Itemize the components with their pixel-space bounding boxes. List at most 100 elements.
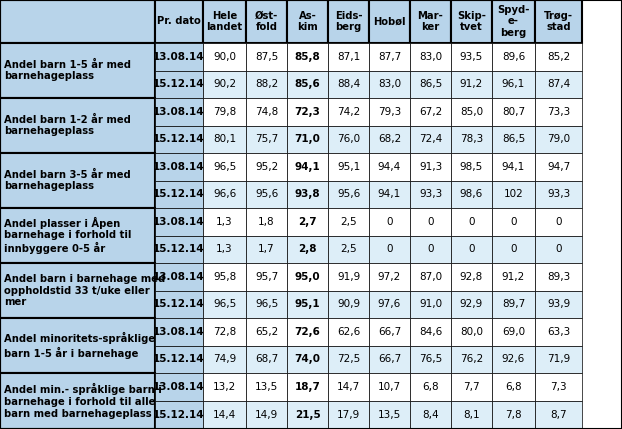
Bar: [246, 345, 287, 373]
Text: 97,6: 97,6: [378, 299, 401, 309]
Text: 74,9: 74,9: [213, 354, 236, 364]
Text: 88,2: 88,2: [255, 79, 278, 89]
Text: 91,3: 91,3: [419, 162, 442, 172]
Bar: [287, 208, 328, 236]
Text: Andel barn 1-5 år med
barnehageplass: Andel barn 1-5 år med barnehageplass: [4, 60, 131, 82]
Bar: [328, 126, 369, 153]
Text: 93,9: 93,9: [547, 299, 570, 309]
Bar: [287, 181, 328, 208]
Bar: [287, 0, 328, 43]
Text: 72,5: 72,5: [337, 354, 360, 364]
Text: 95,1: 95,1: [337, 162, 360, 172]
Bar: [535, 263, 582, 290]
Text: 13.08.14: 13.08.14: [153, 217, 205, 227]
Bar: [246, 153, 287, 181]
Text: 75,7: 75,7: [255, 134, 278, 144]
Bar: [155, 208, 203, 236]
Bar: [246, 70, 287, 98]
Bar: [287, 290, 328, 318]
Text: 66,7: 66,7: [378, 327, 401, 337]
Text: 74,2: 74,2: [337, 107, 360, 117]
Bar: [535, 318, 582, 345]
Bar: [535, 153, 582, 181]
Bar: [246, 373, 287, 401]
Text: 92,8: 92,8: [460, 272, 483, 282]
Text: 0: 0: [555, 244, 562, 254]
Bar: [410, 98, 451, 126]
Text: 0: 0: [427, 244, 434, 254]
Text: 91,2: 91,2: [502, 272, 525, 282]
Text: 15.12.14: 15.12.14: [153, 299, 205, 309]
Text: 87,7: 87,7: [378, 52, 401, 62]
Bar: [369, 208, 410, 236]
Text: As-
kim: As- kim: [297, 11, 318, 32]
Text: Hobøl: Hobøl: [373, 16, 406, 27]
Bar: [155, 70, 203, 98]
Bar: [328, 181, 369, 208]
Bar: [287, 126, 328, 153]
Bar: [451, 318, 492, 345]
Text: 85,6: 85,6: [295, 79, 320, 89]
Bar: [246, 236, 287, 263]
Bar: [492, 401, 535, 429]
Bar: [203, 345, 246, 373]
Bar: [203, 126, 246, 153]
Text: 94,1: 94,1: [502, 162, 525, 172]
Text: 76,5: 76,5: [419, 354, 442, 364]
Bar: [492, 0, 535, 43]
Bar: [155, 263, 203, 290]
Bar: [451, 98, 492, 126]
Text: 7,8: 7,8: [505, 410, 522, 420]
Text: 95,6: 95,6: [255, 189, 278, 199]
Text: 0: 0: [386, 217, 392, 227]
Text: 6,8: 6,8: [422, 382, 439, 392]
Text: 65,2: 65,2: [255, 327, 278, 337]
Bar: [203, 0, 246, 43]
Text: 2,8: 2,8: [299, 244, 317, 254]
Text: 15.12.14: 15.12.14: [153, 79, 205, 89]
Bar: [492, 181, 535, 208]
Bar: [203, 43, 246, 70]
Bar: [451, 208, 492, 236]
Text: 89,6: 89,6: [502, 52, 525, 62]
Text: 87,0: 87,0: [419, 272, 442, 282]
Text: 13.08.14: 13.08.14: [153, 107, 205, 117]
Bar: [155, 236, 203, 263]
Bar: [451, 181, 492, 208]
Text: 0: 0: [468, 217, 475, 227]
Text: 15.12.14: 15.12.14: [153, 354, 205, 364]
Bar: [410, 401, 451, 429]
Text: 68,7: 68,7: [255, 354, 278, 364]
Text: Andel minoritets-språklige
barn 1-5 år i barnehage: Andel minoritets-språklige barn 1-5 år i…: [4, 332, 155, 359]
Bar: [287, 401, 328, 429]
Bar: [246, 318, 287, 345]
Text: 13.08.14: 13.08.14: [153, 382, 205, 392]
Text: 66,7: 66,7: [378, 354, 401, 364]
Text: 2,7: 2,7: [298, 217, 317, 227]
Text: 79,0: 79,0: [547, 134, 570, 144]
Bar: [369, 290, 410, 318]
Bar: [410, 126, 451, 153]
Bar: [328, 153, 369, 181]
Bar: [155, 153, 203, 181]
Bar: [155, 401, 203, 429]
Text: 8,1: 8,1: [463, 410, 480, 420]
Text: 13.08.14: 13.08.14: [153, 52, 205, 62]
Text: 90,9: 90,9: [337, 299, 360, 309]
Bar: [203, 236, 246, 263]
Bar: [535, 290, 582, 318]
Text: 95,0: 95,0: [295, 272, 320, 282]
Bar: [328, 290, 369, 318]
Bar: [328, 318, 369, 345]
Text: 95,6: 95,6: [337, 189, 360, 199]
Text: 96,5: 96,5: [213, 299, 236, 309]
Text: 72,4: 72,4: [419, 134, 442, 144]
Text: 96,5: 96,5: [213, 162, 236, 172]
Bar: [155, 290, 203, 318]
Bar: [410, 236, 451, 263]
Bar: [155, 126, 203, 153]
Text: 102: 102: [504, 189, 523, 199]
Text: 10,7: 10,7: [378, 382, 401, 392]
Text: 0: 0: [510, 217, 517, 227]
Text: 93,3: 93,3: [419, 189, 442, 199]
